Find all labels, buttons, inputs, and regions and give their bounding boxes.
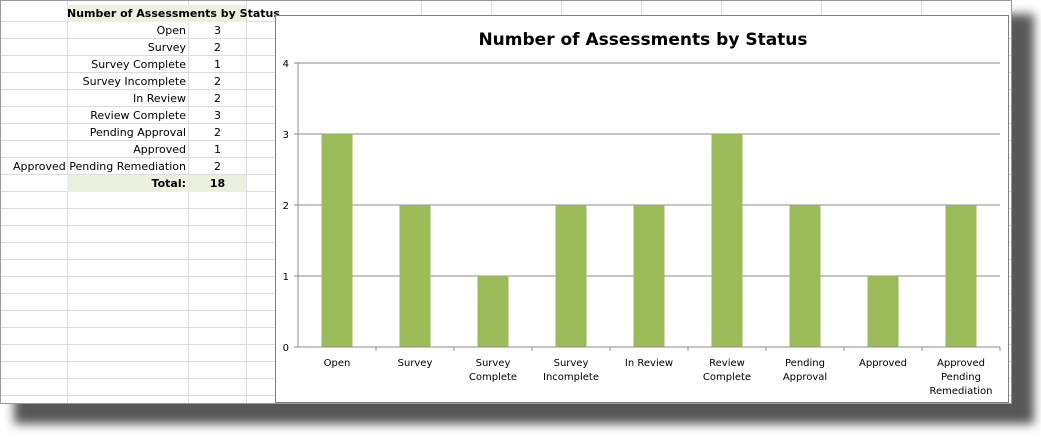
x-tick-label: Pending Approval <box>783 358 827 383</box>
bar[interactable] <box>633 205 665 347</box>
x-tick-label-line: Approved <box>937 358 985 369</box>
status-count[interactable]: 2 <box>214 126 221 139</box>
table-row: In Review 2 <box>1 90 247 107</box>
table-header-row: Number of Assessments by Status <box>1 5 280 22</box>
x-tick-label: Survey Complete <box>469 358 517 383</box>
status-count[interactable]: 3 <box>214 24 221 37</box>
status-count-table: Number of Assessments by Status Open 3 Sur… <box>1 5 280 192</box>
status-count[interactable]: 2 <box>214 160 221 173</box>
status-count[interactable]: 1 <box>214 58 221 71</box>
x-tick-label: In Review <box>625 358 673 369</box>
y-tick-label: 1 <box>283 272 289 283</box>
status-label[interactable]: Survey Complete <box>91 58 186 71</box>
total-value[interactable]: 18 <box>209 177 226 190</box>
status-label[interactable]: Survey <box>147 41 186 54</box>
table-row: Pending Approval 2 <box>1 124 247 141</box>
bar[interactable] <box>789 205 821 347</box>
table-total-row: Total: 18 <box>1 175 247 192</box>
x-tick-label-line: In Review <box>625 358 673 369</box>
total-label[interactable]: Total: <box>151 177 186 190</box>
status-label[interactable]: Survey Incomplete <box>82 75 186 88</box>
table-row: Approved 1 <box>1 141 247 158</box>
total-row-fill <box>67 175 246 192</box>
status-label[interactable]: Pending Approval <box>89 126 186 139</box>
status-count[interactable]: 1 <box>214 143 221 156</box>
bar[interactable] <box>711 134 743 347</box>
x-tick-label-line: Survey <box>398 358 433 369</box>
x-tick-label-line: Approved <box>859 358 907 369</box>
chart-title: Number of Assessments by Status <box>478 30 807 50</box>
y-tick-label: 2 <box>283 201 289 212</box>
status-label[interactable]: Approved Pending Remediation <box>13 160 186 173</box>
axes: 0 1 2 3 4 Open Survey Survey Complete Survey Incom… <box>283 59 1001 397</box>
x-tick-label: Review Complete <box>703 358 751 383</box>
chart-object[interactable]: Number of Assessments by Status 0 1 2 3 4 Ope… <box>275 15 1009 403</box>
table-row: Survey 2 <box>1 39 247 56</box>
bar[interactable] <box>399 205 431 347</box>
status-count[interactable]: 2 <box>214 41 221 54</box>
bar-chart: Number of Assessments by Status 0 1 2 3 4 Ope… <box>283 30 1001 397</box>
table-row: Open 3 <box>1 22 247 39</box>
bar[interactable] <box>945 205 977 347</box>
x-tick-label: Approved Pending Remediation <box>930 358 993 397</box>
x-tick-label-line: Approval <box>783 372 827 383</box>
table-body: Open 3 Survey 2 Survey Complete 1 Survey Incom… <box>1 22 247 175</box>
x-tick-label-line: Survey <box>554 358 589 369</box>
x-tick-label-line: Survey <box>476 358 511 369</box>
x-tick-label-line: Complete <box>469 372 517 383</box>
spreadsheet: Number of Assessments by Status Open 3 Sur… <box>0 0 1012 404</box>
bar[interactable] <box>321 134 353 347</box>
table-header[interactable]: Number of Assessments by Status <box>67 5 280 22</box>
x-tick-label-line: Remediation <box>930 386 993 397</box>
bar[interactable] <box>477 276 509 347</box>
x-tick-label: Survey <box>398 358 433 369</box>
status-count[interactable]: 3 <box>214 109 221 122</box>
x-tick-label-line: Open <box>324 358 351 369</box>
x-tick-label: Approved <box>859 358 907 369</box>
status-label[interactable]: Approved <box>133 143 186 156</box>
table-row: Review Complete 3 <box>1 107 247 124</box>
x-tick-label-line: Pending <box>785 358 825 369</box>
table-row: Survey Incomplete 2 <box>1 73 247 90</box>
status-count[interactable]: 2 <box>214 75 221 88</box>
column-gridline <box>188 1 189 403</box>
bars <box>321 134 977 347</box>
status-label[interactable]: Open <box>156 24 186 37</box>
y-tick-label: 4 <box>283 59 289 70</box>
x-tick-label: Survey Incomplete <box>543 358 599 383</box>
bar[interactable] <box>867 276 899 347</box>
x-tick-label-line: Complete <box>703 372 751 383</box>
status-count[interactable]: 2 <box>214 92 221 105</box>
status-label[interactable]: Review Complete <box>90 109 186 122</box>
table-row: Approved Pending Remediation 2 <box>1 158 247 175</box>
y-tick-label: 3 <box>283 130 289 141</box>
column-gridline <box>67 1 68 403</box>
bar[interactable] <box>555 205 587 347</box>
table-row: Survey Complete 1 <box>1 56 247 73</box>
x-tick-label-line: Review <box>709 358 745 369</box>
y-tick-label: 0 <box>283 343 289 354</box>
x-tick-label: Open <box>324 358 351 369</box>
x-tick-label-line: Incomplete <box>543 372 599 383</box>
x-tick-label-line: Pending <box>941 372 981 383</box>
status-label[interactable]: In Review <box>133 92 186 105</box>
column-gridline <box>246 1 247 403</box>
